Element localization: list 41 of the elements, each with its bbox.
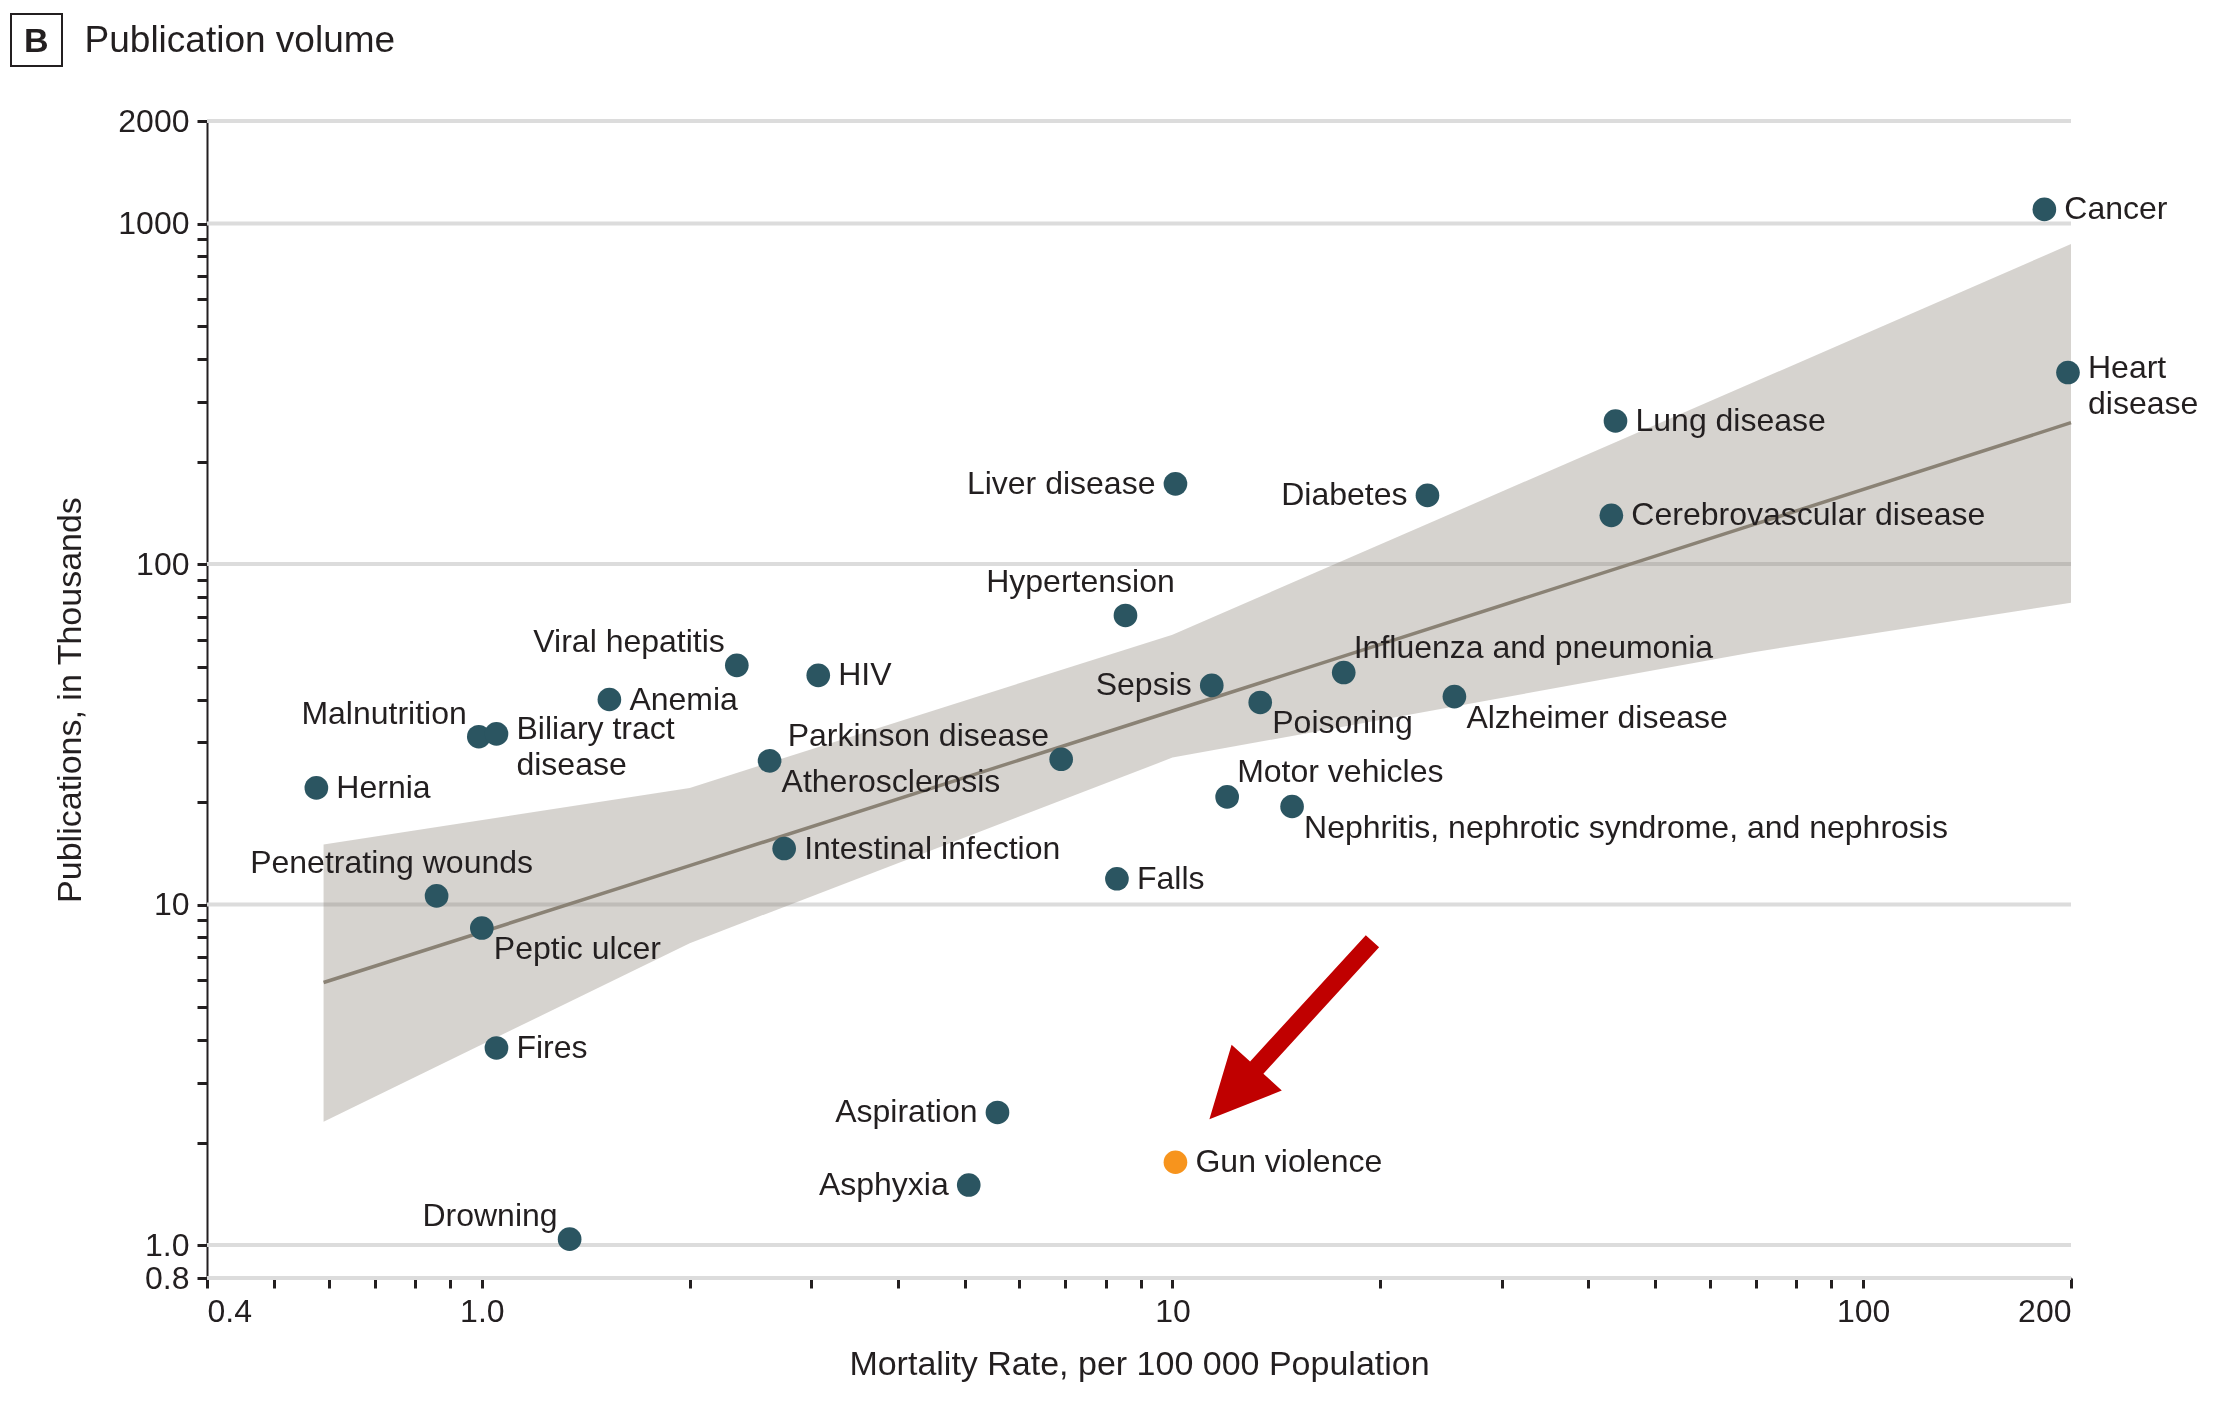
annotation: Diabetes	[1281, 476, 1408, 513]
annotation: Influenza and pneumonia	[1353, 628, 1714, 665]
x-tick-label: 10	[1155, 1292, 1191, 1329]
x-tick-label: 1.0	[460, 1292, 505, 1329]
annotation: Alzheimer disease	[1466, 698, 1728, 735]
annotation: HIV	[838, 656, 893, 693]
x-axis-title: Mortality Rate, per 100 000 Population	[849, 1343, 1430, 1382]
y-tick-label: 2000	[118, 102, 190, 139]
y-tick-label: 10	[153, 886, 190, 922]
x-tick-label: 0.4	[207, 1292, 252, 1329]
annotation: Drowning	[422, 1197, 558, 1234]
annotation: Heart disease	[2087, 348, 2199, 421]
annotation: Poisoning	[1272, 704, 1413, 741]
annotation: Atherosclerosis	[781, 762, 1001, 799]
annotation: Lung disease	[1635, 402, 1826, 439]
annotation: Penetrating wounds	[250, 843, 534, 880]
chart-title: Publication volume	[84, 19, 396, 61]
annotation: Peptic ulcer	[493, 930, 662, 967]
annotation: Nephritis, nephrotic syndrome, and nephrosis	[1304, 808, 1948, 845]
annotation: Sepsis	[1095, 666, 1192, 703]
annotation: Intestinal infection	[804, 829, 1061, 866]
annotation: Asphyxia	[818, 1166, 949, 1203]
annotation: Hernia	[336, 768, 431, 805]
annotation: Liver disease	[966, 464, 1156, 501]
annotation: Falls	[1136, 859, 1205, 896]
y-axis-title: Publications, in Thousands	[50, 497, 89, 903]
annotation: Hypertension	[986, 563, 1175, 600]
annotation: Parkinson disease	[787, 717, 1050, 754]
annotation: Viral hepatitis	[533, 623, 725, 660]
annotation: Aspiration	[835, 1093, 978, 1130]
annotation: Motor vehicles	[1237, 752, 1444, 789]
y-tick-label: 1000	[118, 205, 190, 241]
annotation: Gun violence	[1195, 1143, 1383, 1180]
x-tick-label: 200	[2018, 1292, 2072, 1329]
x-tick-label: 100	[1836, 1292, 1891, 1329]
text: B	[10, 13, 63, 67]
annotation: Malnutrition	[301, 694, 467, 731]
annotation: Cancer	[2064, 190, 2168, 227]
annotation: Cerebrovascular disease	[1631, 496, 1986, 533]
y-tick-label: 100	[136, 545, 190, 582]
annotation: Fires	[516, 1028, 588, 1065]
